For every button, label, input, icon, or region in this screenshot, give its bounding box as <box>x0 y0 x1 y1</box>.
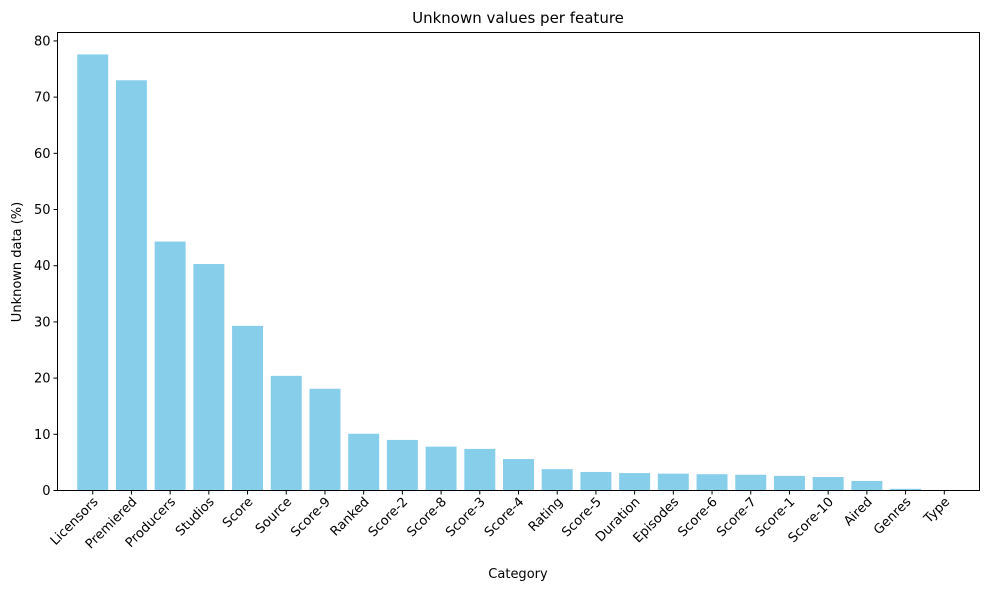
y-tick-label: 20 <box>34 372 51 387</box>
bar-score-5 <box>580 471 612 491</box>
y-tick-label: 60 <box>34 147 51 162</box>
bar-source <box>270 375 302 491</box>
y-tick-label: 80 <box>34 34 51 49</box>
y-tick-label: 30 <box>34 315 51 330</box>
x-axis-label: Category <box>488 567 548 582</box>
y-tick-label: 50 <box>34 203 51 218</box>
y-axis-ticks: 0 10 20 30 40 50 60 70 80 <box>34 34 58 499</box>
x-tick-label: Score <box>220 495 256 531</box>
x-tick-label: Score-8 <box>404 495 450 541</box>
x-tick-label: Genres <box>871 495 914 538</box>
plot-frame <box>57 32 980 491</box>
bars-group <box>77 54 960 491</box>
y-tick-label: 40 <box>34 259 51 274</box>
bar-ranked <box>348 433 380 491</box>
bar-score-3 <box>464 448 496 491</box>
y-tick-label: 70 <box>34 91 51 106</box>
bar-score-8 <box>425 446 457 491</box>
x-tick-label: Score-4 <box>482 495 528 541</box>
x-tick-label: Score-3 <box>443 495 489 541</box>
bar-score-9 <box>309 388 341 491</box>
y-tick-label: 10 <box>34 428 51 443</box>
bar-rating <box>541 469 573 491</box>
bar-score-2 <box>386 439 418 491</box>
y-axis-label: Unknown data (%) <box>10 202 25 322</box>
bar-score-10 <box>812 477 844 491</box>
bar-score-6 <box>696 474 728 491</box>
x-tick-label: Aired <box>841 495 876 530</box>
x-tick-label: Score-6 <box>675 495 721 541</box>
bar-score-4 <box>503 459 534 491</box>
x-tick-label: Studios <box>173 495 218 540</box>
chart-title: Unknown values per feature <box>412 9 624 27</box>
bar-genres <box>890 488 922 491</box>
y-tick-label: 0 <box>42 484 50 499</box>
x-tick-label: Ranked <box>328 495 373 540</box>
bar-score-7 <box>735 474 767 491</box>
bar-studios <box>193 264 225 491</box>
x-tick-label: Score-7 <box>714 495 760 541</box>
bar-duration <box>619 473 651 491</box>
bar-licensors <box>77 54 109 491</box>
x-tick-label: Type <box>921 495 953 527</box>
bar-score-1 <box>773 475 805 491</box>
bar-producers <box>154 241 186 491</box>
bar-episodes <box>657 473 689 491</box>
x-tick-label: Score-2 <box>366 495 412 541</box>
x-tick-label: Score-9 <box>288 495 334 541</box>
bar-score <box>232 325 264 491</box>
bar-aired <box>851 480 883 491</box>
bar-premiered <box>115 80 147 491</box>
